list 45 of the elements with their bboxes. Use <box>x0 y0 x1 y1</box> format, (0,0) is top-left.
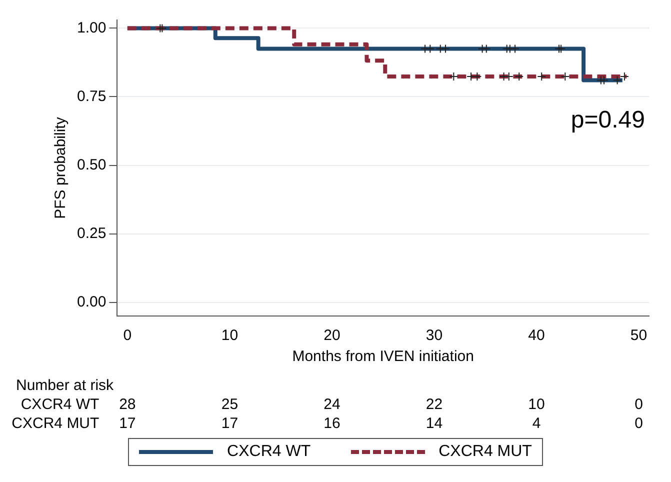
x-tick-label: 50 <box>630 327 648 344</box>
point <box>440 44 450 54</box>
point <box>620 72 629 81</box>
point <box>426 44 435 54</box>
text: 0 <box>634 396 643 414</box>
x-tick-label: 40 <box>528 327 545 344</box>
point <box>556 44 566 54</box>
y-tick-label: 0.50 <box>76 156 106 174</box>
text: 0 <box>634 415 643 432</box>
point <box>156 24 165 33</box>
text: 22 <box>426 396 443 414</box>
text: 14 <box>426 415 443 432</box>
y-tick-label: 0.75 <box>76 88 106 105</box>
text: 4 <box>532 415 541 432</box>
legend-label: CXCR4 WT <box>227 443 311 461</box>
text: 17 <box>221 415 238 432</box>
text: CXCR4 MUT <box>12 415 100 432</box>
point <box>510 44 520 54</box>
y-tick-label: 0.00 <box>76 293 106 310</box>
x-tick-label: 10 <box>221 327 238 344</box>
y-tick-label: 0.25 <box>76 224 106 242</box>
point <box>158 24 167 33</box>
text: Number at risk <box>16 377 114 394</box>
text: 16 <box>324 415 340 432</box>
point <box>514 72 524 81</box>
text: 10 <box>528 396 545 414</box>
point <box>482 44 491 54</box>
annotation: p=0.49 <box>570 106 645 134</box>
point <box>537 72 546 81</box>
x-tick-label: 30 <box>426 327 443 344</box>
legend-label: CXCR4 MUT <box>438 443 532 461</box>
x-tick-label: 0 <box>123 327 132 344</box>
point <box>560 72 570 81</box>
text: 24 <box>324 396 340 414</box>
x-tick-label: 20 <box>324 327 340 344</box>
text: 28 <box>119 396 136 414</box>
text: CXCR4 WT <box>20 396 100 414</box>
point <box>600 76 608 85</box>
text: 25 <box>221 396 238 414</box>
y-tick-label: 1.00 <box>76 19 106 36</box>
x-axis-title: Months from IVEN initiation <box>292 348 474 366</box>
text: 17 <box>119 415 136 432</box>
point <box>612 76 622 85</box>
y-axis-title: PFS probability <box>52 116 70 219</box>
point <box>449 72 458 81</box>
